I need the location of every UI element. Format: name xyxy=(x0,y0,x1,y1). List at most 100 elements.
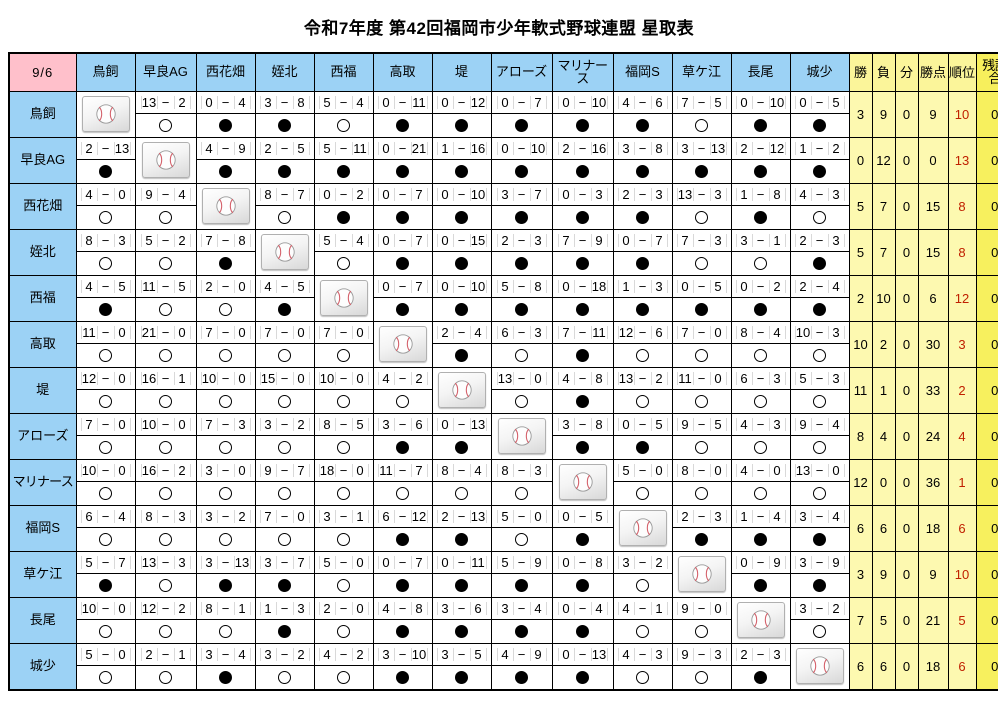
match-cell[interactable]: 3−8 xyxy=(551,412,614,460)
match-cell[interactable]: 16−2 xyxy=(134,458,197,506)
match-cell[interactable]: 0−18 xyxy=(551,274,614,322)
match-cell[interactable]: 4−3 xyxy=(612,642,673,690)
match-cell[interactable]: 2−3 xyxy=(789,228,850,276)
match-cell[interactable]: 2−3 xyxy=(671,504,732,552)
row-header-team-5[interactable]: 西福 xyxy=(8,274,77,322)
match-cell[interactable]: 7−0 xyxy=(75,412,136,460)
row-header-team-11[interactable]: 草ケ江 xyxy=(8,550,77,598)
match-cell[interactable]: 4−9 xyxy=(490,642,553,690)
match-cell[interactable]: 1−8 xyxy=(730,182,791,230)
match-cell[interactable]: 7−5 xyxy=(671,90,732,138)
match-cell[interactable]: 9−7 xyxy=(254,458,315,506)
match-cell[interactable]: 1−4 xyxy=(730,504,791,552)
match-cell[interactable]: 11−0 xyxy=(75,320,136,368)
match-cell[interactable]: 6−3 xyxy=(730,366,791,414)
match-cell[interactable]: 3−13 xyxy=(671,136,732,184)
match-cell[interactable]: 0−3 xyxy=(551,182,614,230)
match-cell[interactable]: 0−12 xyxy=(431,90,492,138)
match-cell[interactable]: 4−0 xyxy=(730,458,791,506)
match-cell[interactable]: 5−7 xyxy=(75,550,136,598)
match-cell[interactable]: 10−3 xyxy=(789,320,850,368)
match-cell[interactable]: 13−0 xyxy=(789,458,850,506)
match-cell[interactable]: 10−0 xyxy=(75,458,136,506)
match-cell[interactable]: 7−0 xyxy=(671,320,732,368)
match-cell[interactable]: 7−0 xyxy=(195,320,256,368)
match-cell[interactable]: 3−2 xyxy=(195,504,256,552)
match-cell[interactable]: 7−0 xyxy=(254,504,315,552)
match-cell[interactable]: 0−8 xyxy=(551,550,614,598)
match-cell[interactable]: 2−3 xyxy=(612,182,673,230)
match-cell[interactable]: 1−3 xyxy=(612,274,673,322)
row-header-team-8[interactable]: アローズ xyxy=(8,412,77,460)
match-cell[interactable]: 4−1 xyxy=(612,596,673,644)
match-cell[interactable]: 3−2 xyxy=(612,550,673,598)
row-header-team-10[interactable]: 福岡S xyxy=(8,504,77,552)
match-cell[interactable]: 3−4 xyxy=(789,504,850,552)
match-cell[interactable]: 2−4 xyxy=(431,320,492,368)
match-cell[interactable]: 9−4 xyxy=(134,182,197,230)
match-cell[interactable]: 0−5 xyxy=(671,274,732,322)
match-cell[interactable]: 11−0 xyxy=(671,366,732,414)
match-cell[interactable]: 16−1 xyxy=(134,366,197,414)
match-cell[interactable]: 4−3 xyxy=(730,412,791,460)
match-cell[interactable]: 8−0 xyxy=(671,458,732,506)
match-cell[interactable]: 0−7 xyxy=(372,228,433,276)
match-cell[interactable]: 7−8 xyxy=(195,228,256,276)
match-cell[interactable]: 0−7 xyxy=(490,90,553,138)
match-cell[interactable]: 5−2 xyxy=(134,228,197,276)
row-header-team-7[interactable]: 堤 xyxy=(8,366,77,414)
match-cell[interactable]: 2−16 xyxy=(551,136,614,184)
match-cell[interactable]: 3−9 xyxy=(789,550,850,598)
match-cell[interactable]: 12−0 xyxy=(75,366,136,414)
match-cell[interactable]: 3−1 xyxy=(313,504,374,552)
match-cell[interactable]: 3−6 xyxy=(372,412,433,460)
match-cell[interactable]: 6−4 xyxy=(75,504,136,552)
match-cell[interactable]: 4−3 xyxy=(789,182,850,230)
match-cell[interactable]: 4−8 xyxy=(372,596,433,644)
match-cell[interactable]: 0−5 xyxy=(612,412,673,460)
match-cell[interactable]: 3−4 xyxy=(490,596,553,644)
match-cell[interactable]: 11−5 xyxy=(134,274,197,322)
match-cell[interactable]: 4−0 xyxy=(75,182,136,230)
match-cell[interactable]: 3−6 xyxy=(431,596,492,644)
match-cell[interactable]: 0−11 xyxy=(431,550,492,598)
match-cell[interactable]: 4−9 xyxy=(195,136,256,184)
match-cell[interactable]: 2−0 xyxy=(195,274,256,322)
match-cell[interactable]: 0−10 xyxy=(551,90,614,138)
match-cell[interactable]: 5−0 xyxy=(490,504,553,552)
match-cell[interactable]: 8−3 xyxy=(134,504,197,552)
match-cell[interactable]: 12−2 xyxy=(134,596,197,644)
match-cell[interactable]: 12−6 xyxy=(612,320,673,368)
match-cell[interactable]: 3−8 xyxy=(612,136,673,184)
match-cell[interactable]: 13−0 xyxy=(490,366,553,414)
match-cell[interactable]: 10−0 xyxy=(195,366,256,414)
match-cell[interactable]: 0−5 xyxy=(789,90,850,138)
match-cell[interactable]: 21−0 xyxy=(134,320,197,368)
match-cell[interactable]: 2−13 xyxy=(75,136,136,184)
match-cell[interactable]: 4−5 xyxy=(75,274,136,322)
match-cell[interactable]: 18−0 xyxy=(313,458,374,506)
match-cell[interactable]: 2−1 xyxy=(134,642,197,690)
match-cell[interactable]: 13−3 xyxy=(671,182,732,230)
match-cell[interactable]: 0−10 xyxy=(490,136,553,184)
match-cell[interactable]: 0−10 xyxy=(431,274,492,322)
row-header-team-13[interactable]: 城少 xyxy=(8,642,77,690)
match-cell[interactable]: 3−10 xyxy=(372,642,433,690)
match-cell[interactable]: 4−2 xyxy=(372,366,433,414)
match-cell[interactable]: 0−10 xyxy=(730,90,791,138)
match-cell[interactable]: 8−1 xyxy=(195,596,256,644)
match-cell[interactable]: 3−2 xyxy=(254,412,315,460)
match-cell[interactable]: 3−7 xyxy=(490,182,553,230)
match-cell[interactable]: 13−2 xyxy=(134,90,197,138)
match-cell[interactable]: 0−5 xyxy=(551,504,614,552)
match-cell[interactable]: 5−4 xyxy=(313,90,374,138)
row-header-team-6[interactable]: 高取 xyxy=(8,320,77,368)
match-cell[interactable]: 0−7 xyxy=(372,182,433,230)
match-cell[interactable]: 13−3 xyxy=(134,550,197,598)
match-cell[interactable]: 0−21 xyxy=(372,136,433,184)
match-cell[interactable]: 1−3 xyxy=(254,596,315,644)
match-cell[interactable]: 3−0 xyxy=(195,458,256,506)
match-cell[interactable]: 3−1 xyxy=(730,228,791,276)
match-cell[interactable]: 0−2 xyxy=(313,182,374,230)
match-cell[interactable]: 9−4 xyxy=(789,412,850,460)
